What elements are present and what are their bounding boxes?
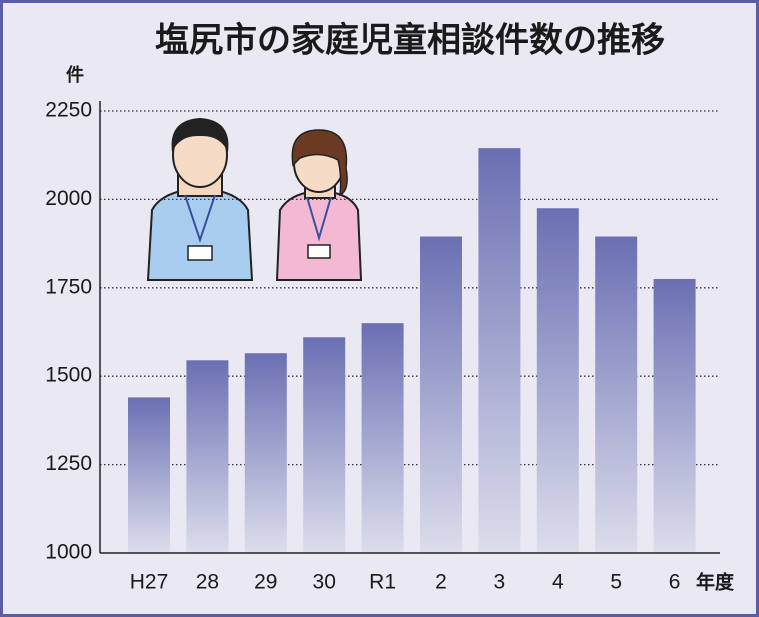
x-tick-label: R1 xyxy=(369,571,396,594)
chart-title: 塩尻市の家庭児童相談件数の推移 xyxy=(155,21,665,61)
x-tick-label: 30 xyxy=(313,571,336,594)
x-tick-label: 4 xyxy=(552,571,564,594)
y-axis-label: 件 xyxy=(66,64,84,86)
x-tick-label: H27 xyxy=(130,571,169,594)
x-tick-label: 29 xyxy=(254,571,277,594)
y-tick-label: 1500 xyxy=(45,364,92,387)
bar xyxy=(536,208,579,554)
bar xyxy=(420,236,462,553)
bar xyxy=(595,236,638,553)
bar xyxy=(361,323,404,553)
y-tick-label: 2000 xyxy=(45,187,92,210)
x-tick-label: 5 xyxy=(610,571,622,594)
x-tick-label: 2 xyxy=(435,571,447,594)
bar xyxy=(653,278,696,553)
bar xyxy=(244,353,287,553)
x-tick-label: 3 xyxy=(494,571,506,594)
bar xyxy=(186,360,229,553)
bar xyxy=(478,148,521,554)
y-tick-label: 1250 xyxy=(45,452,92,475)
y-tick-label: 1000 xyxy=(45,541,92,564)
bar xyxy=(303,337,346,553)
x-unit: 年度 xyxy=(696,571,735,594)
x-tick-label: 28 xyxy=(196,571,219,594)
y-tick-label: 1750 xyxy=(45,275,92,298)
y-tick-label: 2250 xyxy=(45,99,92,122)
bar xyxy=(128,397,170,553)
x-tick-label: 6 xyxy=(669,571,681,594)
illustration xyxy=(146,118,363,281)
